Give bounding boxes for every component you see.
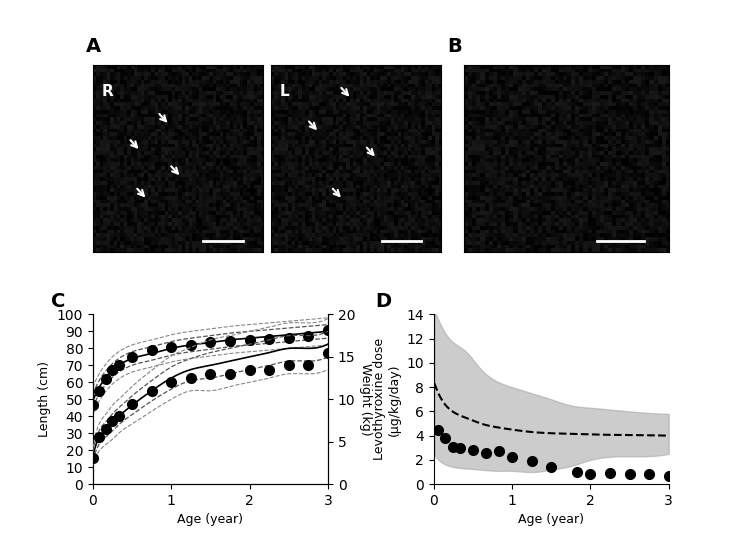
Point (453, 443, 465, 452)
Point (87, 401, 99, 410)
Point (571, 468, 583, 477)
Point (643, 470, 655, 479)
Point (224, 369, 236, 378)
Point (283, 334, 295, 343)
Point (113, 412, 125, 421)
Point (545, 463, 557, 472)
Point (506, 453, 518, 462)
Point (447, 442, 459, 451)
Point (126, 399, 138, 408)
Point (165, 378, 177, 387)
Point (106, 416, 118, 425)
Point (126, 353, 138, 361)
Point (322, 325, 334, 334)
Point (663, 471, 675, 480)
Text: B: B (447, 37, 462, 56)
Text: C: C (51, 292, 65, 311)
X-axis label: Age (year): Age (year) (518, 514, 584, 527)
Text: R: R (101, 84, 113, 99)
Point (302, 332, 314, 341)
Text: A: A (86, 37, 101, 56)
Point (480, 448, 492, 457)
Point (87, 454, 99, 462)
Point (185, 341, 197, 349)
Point (113, 361, 125, 370)
Point (493, 447, 504, 456)
Point (525, 457, 537, 466)
Point (322, 348, 334, 357)
Point (224, 336, 236, 345)
Point (106, 366, 118, 375)
Point (623, 470, 635, 479)
Point (165, 342, 177, 351)
X-axis label: Age (year): Age (year) (178, 514, 244, 527)
Point (204, 369, 216, 378)
Point (244, 365, 256, 374)
Point (467, 446, 478, 455)
Point (263, 365, 275, 374)
Point (283, 361, 295, 370)
Point (93, 386, 105, 395)
Y-axis label: Weight (kg): Weight (kg) (359, 363, 372, 436)
Point (439, 434, 451, 442)
Point (263, 335, 275, 343)
Point (585, 470, 597, 479)
Point (432, 425, 444, 434)
Point (100, 425, 112, 434)
Point (604, 469, 616, 478)
Text: L: L (280, 84, 290, 99)
Point (93, 433, 105, 442)
Text: D: D (375, 292, 391, 311)
Point (100, 375, 112, 384)
Point (204, 337, 216, 346)
Point (146, 345, 158, 354)
Point (244, 336, 256, 344)
Y-axis label: Levothyroxine dose
(μg/kg/day): Levothyroxine dose (μg/kg/day) (373, 338, 400, 460)
Y-axis label: Length (cm): Length (cm) (38, 361, 51, 437)
Point (302, 361, 314, 370)
Point (185, 374, 197, 382)
Point (146, 386, 158, 395)
